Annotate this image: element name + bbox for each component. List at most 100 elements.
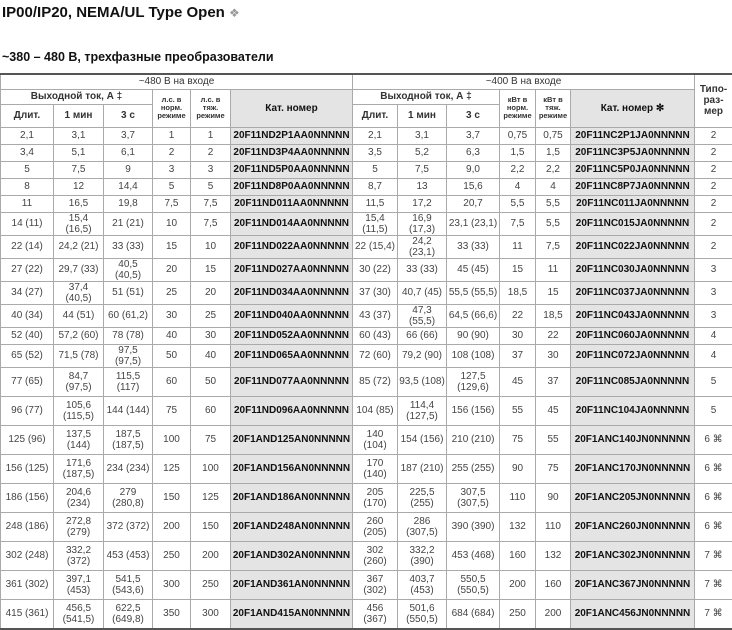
cell-hp-heavy: 20 bbox=[191, 281, 231, 304]
cell-cat-no-400: 20F11NC3P5JA0NNNNN bbox=[571, 144, 695, 161]
cell-3s-480: 51 (51) bbox=[104, 281, 153, 304]
cell-cont-400: 3,5 bbox=[353, 144, 398, 161]
cell-1min-400: 40,7 (45) bbox=[398, 281, 447, 304]
cell-kw-normal: 1,5 bbox=[500, 144, 536, 161]
cell-cat-no-480: 20F11ND034AA0NNNNN bbox=[231, 281, 353, 304]
cell-1min-400: 187 (210) bbox=[398, 454, 447, 483]
cat-no-header-480: Кат. номер bbox=[231, 89, 353, 127]
cell-frame-size: 7 ⌘ bbox=[695, 570, 732, 599]
cell-frame-size: 2 bbox=[695, 212, 732, 235]
cell-kw-normal: 37 bbox=[500, 344, 536, 367]
cell-1min-480: 84,7 (97,5) bbox=[54, 367, 104, 396]
cell-3s-480: 21 (21) bbox=[104, 212, 153, 235]
cell-kw-heavy: 5,5 bbox=[536, 195, 571, 212]
cell-1min-400: 33 (33) bbox=[398, 258, 447, 281]
cell-frame-size: 3 bbox=[695, 258, 732, 281]
cell-1min-400: 501,6 (550,5) bbox=[398, 599, 447, 629]
cell-1min-480: 7,5 bbox=[54, 161, 104, 178]
cell-cat-no-400: 20F11NC011JA0NNNNN bbox=[571, 195, 695, 212]
output-current-header-400: Выходной ток, А ‡ bbox=[353, 89, 500, 104]
cell-1min-480: 397,1 (453) bbox=[54, 570, 104, 599]
cell-3s-400: 45 (45) bbox=[447, 258, 500, 281]
cell-kw-normal: 160 bbox=[500, 541, 536, 570]
cell-3s-480: 541,5 (543,6) bbox=[104, 570, 153, 599]
cell-cat-no-480: 20F11ND096AA0NNNNN bbox=[231, 396, 353, 425]
cell-cont-400: 85 (72) bbox=[353, 367, 398, 396]
frame-size-header: Типо-раз-мер bbox=[695, 74, 732, 127]
cell-1min-480: 204,6 (234) bbox=[54, 483, 104, 512]
cell-hp-normal: 2 bbox=[153, 144, 191, 161]
cell-kw-heavy: 132 bbox=[536, 541, 571, 570]
cell-3s-480: 3,7 bbox=[104, 127, 153, 144]
cell-kw-heavy: 45 bbox=[536, 396, 571, 425]
cell-kw-normal: 15 bbox=[500, 258, 536, 281]
cell-cat-no-480: 20F1AND125AN0NNNNN bbox=[231, 425, 353, 454]
cell-3s-480: 187,5 (187,5) bbox=[104, 425, 153, 454]
cell-hp-normal: 40 bbox=[153, 327, 191, 344]
cell-1min-400: 93,5 (108) bbox=[398, 367, 447, 396]
cell-cont-400: 37 (30) bbox=[353, 281, 398, 304]
cell-3s-400: 55,5 (55,5) bbox=[447, 281, 500, 304]
cell-hp-heavy: 5 bbox=[191, 178, 231, 195]
cell-hp-normal: 7,5 bbox=[153, 195, 191, 212]
cell-cont-400: 205 (170) bbox=[353, 483, 398, 512]
cell-3s-400: 108 (108) bbox=[447, 344, 500, 367]
cell-cont-400: 15,4 (11,5) bbox=[353, 212, 398, 235]
cell-3s-400: 210 (210) bbox=[447, 425, 500, 454]
cell-1min-400: 225,5 (255) bbox=[398, 483, 447, 512]
cell-cat-no-480: 20F1AND248AN0NNNNN bbox=[231, 512, 353, 541]
page-title: IP00/IP20, NEMA/UL Type Open ❖ bbox=[2, 4, 240, 21]
diamond-symbol-icon: ❖ bbox=[229, 6, 240, 20]
cell-hp-normal: 15 bbox=[153, 235, 191, 258]
cell-cont-480: 186 (156) bbox=[1, 483, 54, 512]
cell-kw-heavy: 90 bbox=[536, 483, 571, 512]
cell-3s-480: 19,8 bbox=[104, 195, 153, 212]
cell-frame-size: 7 ⌘ bbox=[695, 599, 732, 629]
cell-3s-480: 78 (78) bbox=[104, 327, 153, 344]
cell-1min-400: 154 (156) bbox=[398, 425, 447, 454]
cell-frame-size: 3 bbox=[695, 281, 732, 304]
cell-cont-480: 77 (65) bbox=[1, 367, 54, 396]
cell-cat-no-480: 20F11ND077AA0NNNNN bbox=[231, 367, 353, 396]
cell-frame-size: 4 bbox=[695, 327, 732, 344]
cell-cat-no-400: 20F1ANC260JN0NNNNN bbox=[571, 512, 695, 541]
cell-3s-400: 20,7 bbox=[447, 195, 500, 212]
cell-1min-480: 105,6 (115,5) bbox=[54, 396, 104, 425]
cell-hp-normal: 1 bbox=[153, 127, 191, 144]
cell-1min-400: 79,2 (90) bbox=[398, 344, 447, 367]
cell-cont-400: 60 (43) bbox=[353, 327, 398, 344]
cell-hp-normal: 75 bbox=[153, 396, 191, 425]
cell-cont-480: 361 (302) bbox=[1, 570, 54, 599]
cell-1min-400: 332,2 (390) bbox=[398, 541, 447, 570]
cell-frame-size: 2 bbox=[695, 195, 732, 212]
cell-1min-400: 13 bbox=[398, 178, 447, 195]
cell-kw-heavy: 11 bbox=[536, 258, 571, 281]
cell-cat-no-400: 20F1ANC170JN0NNNNN bbox=[571, 454, 695, 483]
cell-frame-size: 6 ⌘ bbox=[695, 454, 732, 483]
cell-3s-400: 33 (33) bbox=[447, 235, 500, 258]
cell-1min-400: 47,3 (55,5) bbox=[398, 304, 447, 327]
cell-hp-heavy: 15 bbox=[191, 258, 231, 281]
cell-1min-480: 456,5 (541,5) bbox=[54, 599, 104, 629]
cell-kw-heavy: 22 bbox=[536, 327, 571, 344]
cell-3s-400: 307,5 (307,5) bbox=[447, 483, 500, 512]
cell-frame-size: 2 bbox=[695, 144, 732, 161]
cell-cont-480: 27 (22) bbox=[1, 258, 54, 281]
cell-1min-400: 24,2 (23,1) bbox=[398, 235, 447, 258]
cell-frame-size: 2 bbox=[695, 178, 732, 195]
cell-cont-480: 415 (361) bbox=[1, 599, 54, 629]
cell-cat-no-400: 20F1ANC456JN0NNNNN bbox=[571, 599, 695, 629]
cell-1min-480: 171,6 (187,5) bbox=[54, 454, 104, 483]
cell-hp-normal: 125 bbox=[153, 454, 191, 483]
cell-cat-no-480: 20F11ND040AA0NNNNN bbox=[231, 304, 353, 327]
cell-3s-480: 40,5 (40,5) bbox=[104, 258, 153, 281]
